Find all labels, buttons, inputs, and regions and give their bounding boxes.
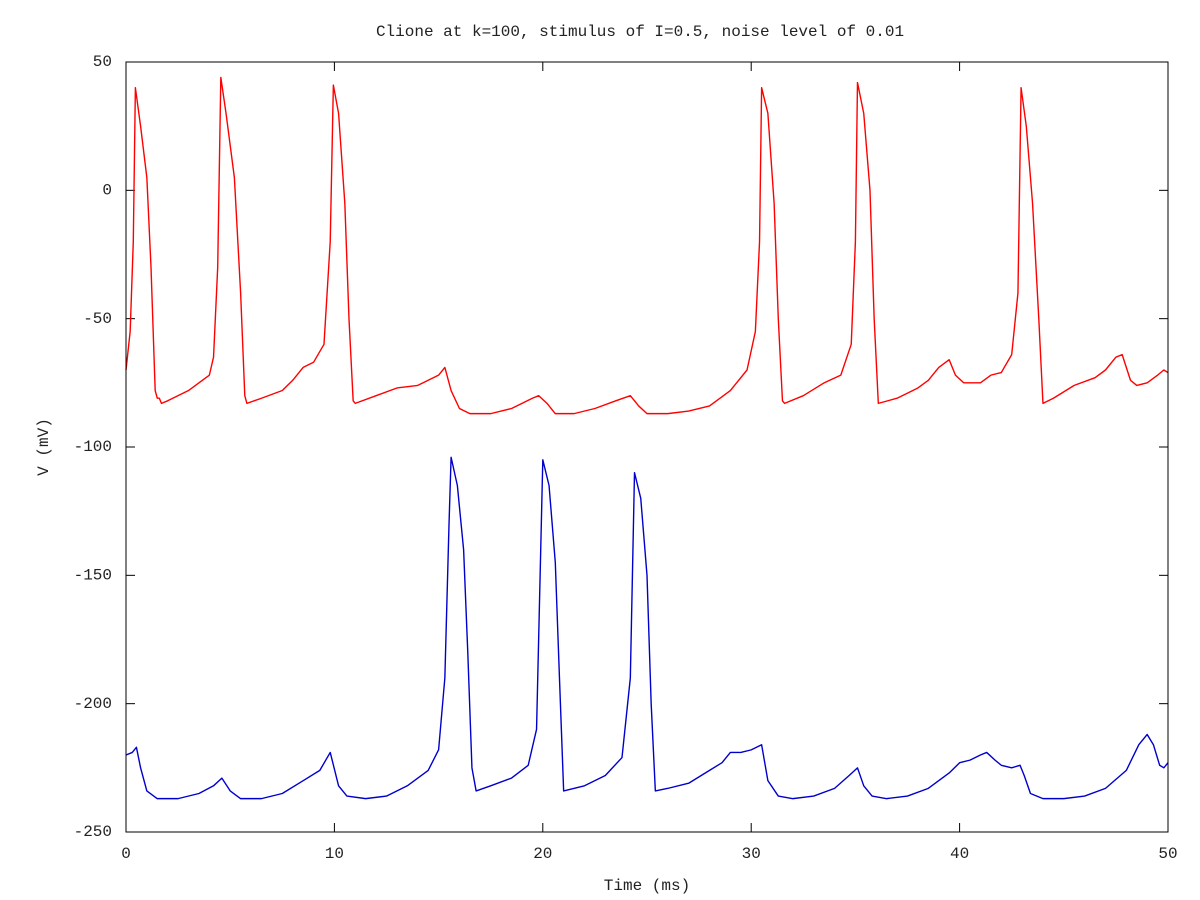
y-tick-label: -100 <box>74 438 112 456</box>
y-tick-label: -200 <box>74 695 112 713</box>
x-tick-label: 10 <box>325 845 344 863</box>
chart-title: Clione at k=100, stimulus of I=0.5, nois… <box>376 23 904 41</box>
y-tick-label: 50 <box>93 53 112 71</box>
y-axis-label: V (mV) <box>35 418 53 476</box>
trace <box>125 456 1169 800</box>
x-tick-label: 30 <box>742 845 761 863</box>
y-tick-label: -250 <box>74 823 112 841</box>
y-tick-label: -50 <box>83 310 112 328</box>
plot-frame <box>125 61 1169 833</box>
trace <box>125 76 1169 415</box>
x-tick-label: 0 <box>121 845 131 863</box>
x-tick-label: 40 <box>950 845 969 863</box>
x-tick-label: 20 <box>533 845 552 863</box>
y-tick-label: -150 <box>74 567 112 585</box>
x-axis-label: Time (ms) <box>604 877 690 895</box>
y-tick-label: 0 <box>102 182 112 200</box>
x-tick-label: 50 <box>1158 845 1177 863</box>
